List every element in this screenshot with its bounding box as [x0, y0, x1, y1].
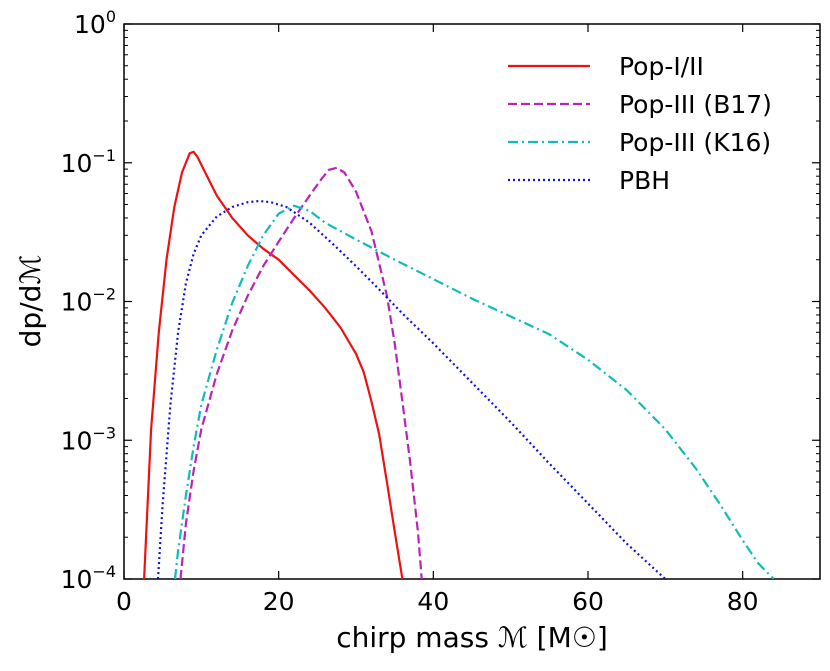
legend-label-pop-i-ii: Pop-I/II: [619, 52, 704, 81]
series-layer: [143, 150, 775, 579]
x-tick-label: 40: [417, 587, 449, 616]
axis-ticks: 0 20 40 60 80 10−4 10−3 10−2 10−1 100: [61, 7, 820, 616]
legend-label-pop-iii-b17: Pop-III (B17): [619, 90, 772, 119]
y-axis-label: dp/dℳ: [14, 255, 47, 348]
x-axis-label: chirp mass ℳ [M☉]: [336, 621, 608, 654]
series-line-pop-i-ii: [143, 150, 404, 579]
series-line-pop-iii-k16: [173, 204, 775, 579]
series-line-pop-iii-b17: [179, 166, 423, 579]
y-tick-label: 10−1: [61, 146, 116, 178]
x-tick-label: 60: [572, 587, 604, 616]
legend: Pop-I/II Pop-III (B17) Pop-III (K16) PBH: [508, 52, 772, 195]
x-tick-label: 80: [727, 587, 759, 616]
x-tick-label: 0: [116, 587, 132, 616]
y-tick-label: 10−2: [61, 285, 116, 317]
legend-label-pop-iii-k16: Pop-III (K16): [619, 128, 771, 157]
y-tick-label: 100: [74, 7, 116, 39]
legend-label-pbh: PBH: [619, 166, 670, 195]
y-tick-label: 10−4: [61, 562, 116, 594]
y-tick-label: 10−3: [61, 423, 116, 455]
series-line-pbh: [156, 199, 667, 579]
x-tick-label: 20: [263, 587, 295, 616]
